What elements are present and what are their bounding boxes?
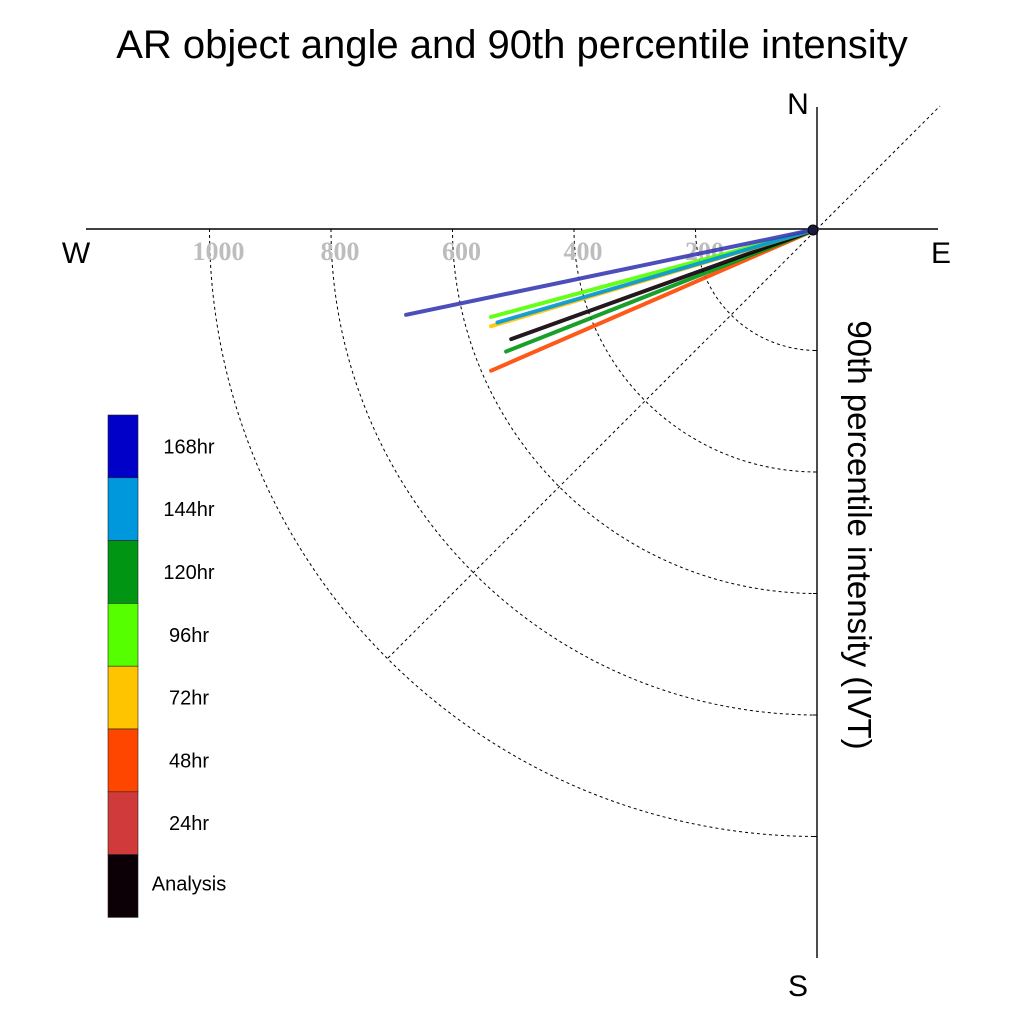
legend-swatch-24hr	[107, 791, 139, 855]
compass-south-label: S	[788, 970, 808, 1003]
legend-swatch-72hr	[107, 665, 139, 730]
legend-label-96hr: 96hr	[169, 625, 209, 647]
legend-label-168hr: 168hr	[163, 436, 214, 458]
grid-arc-600	[452, 228, 818, 594]
legend-label-120hr: 120hr	[163, 562, 214, 584]
legend-swatch-96hr	[107, 603, 139, 667]
vector-series-layer	[404, 227, 819, 373]
compass-east-label: E	[931, 237, 951, 270]
grid-arc-800	[330, 228, 818, 716]
legend: 168hr 144hr 120hr 96hr 72hr 48hr 24hr Analysis	[107, 414, 226, 918]
legend-swatch-144hr	[107, 477, 139, 541]
legend-swatch-48hr	[107, 728, 139, 793]
vector-analysis	[509, 227, 819, 342]
tick-label-400: 400	[564, 237, 603, 266]
legend-label-48hr: 48hr	[169, 750, 209, 772]
legend-swatch-analysis	[107, 854, 139, 918]
grid-arc-1000	[209, 228, 818, 837]
legend-label-analysis: Analysis	[152, 874, 226, 896]
legend-label-72hr: 72hr	[169, 688, 209, 710]
grid-layer	[209, 105, 941, 837]
grid-diagonal	[387, 105, 941, 659]
tick-label-1000: 1000	[193, 237, 245, 266]
origin-marker	[807, 224, 819, 236]
vector-48hr	[489, 227, 819, 373]
tick-label-600: 600	[442, 237, 481, 266]
compass-west-label: W	[62, 237, 91, 270]
tick-label-800: 800	[321, 237, 360, 266]
chart-title: AR object angle and 90th percentile inte…	[116, 23, 908, 67]
vector-144hr	[495, 227, 819, 325]
legend-label-24hr: 24hr	[169, 813, 209, 835]
legend-swatch-168hr	[107, 414, 139, 479]
legend-swatch-120hr	[107, 540, 139, 604]
radial-tick-labels: 2004006008001000	[193, 237, 725, 266]
grid-arc-400	[573, 228, 818, 473]
y-axis-label: 90th percentile intensity (IVT)	[841, 320, 878, 749]
legend-label-144hr: 144hr	[163, 499, 214, 521]
compass-north-label: N	[787, 88, 809, 121]
vector-168hr	[404, 227, 819, 317]
